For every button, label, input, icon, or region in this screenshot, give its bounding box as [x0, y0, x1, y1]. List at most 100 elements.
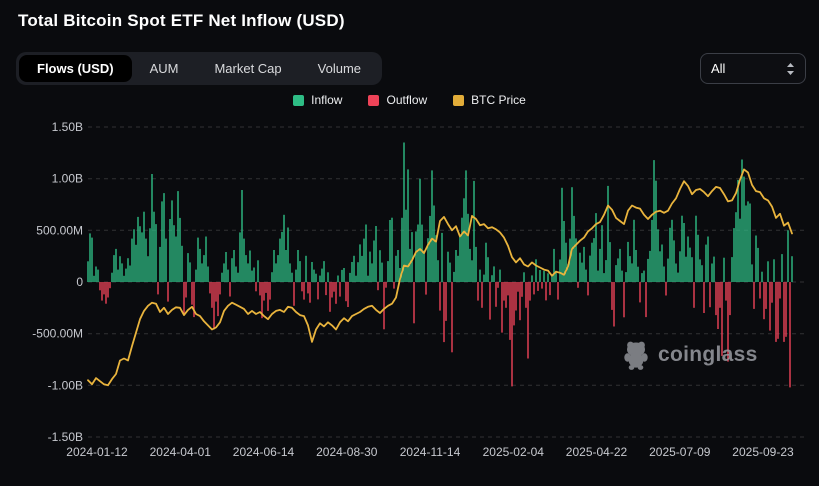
inflow-bar[interactable]: [685, 256, 687, 282]
inflow-bar[interactable]: [281, 231, 283, 282]
inflow-bar[interactable]: [225, 252, 227, 282]
inflow-bar[interactable]: [465, 170, 467, 282]
inflow-bar[interactable]: [593, 238, 595, 282]
inflow-bar[interactable]: [351, 262, 353, 282]
inflow-bar[interactable]: [485, 242, 487, 282]
outflow-bar[interactable]: [623, 282, 625, 318]
outflow-bar[interactable]: [545, 282, 547, 301]
inflow-bar[interactable]: [355, 275, 357, 282]
outflow-bar[interactable]: [727, 282, 729, 362]
outflow-bar[interactable]: [439, 282, 441, 311]
chart-area[interactable]: 1.50B 1.00B 500.00M 0 -500.00M -1.00B -1.50B 20…: [0, 112, 819, 486]
inflow-bar[interactable]: [95, 266, 97, 283]
inflow-bar[interactable]: [115, 248, 117, 282]
inflow-bar[interactable]: [605, 260, 607, 282]
outflow-bar[interactable]: [265, 282, 267, 293]
outflow-bar[interactable]: [317, 282, 319, 300]
inflow-bar[interactable]: [421, 224, 423, 282]
inflow-bar[interactable]: [305, 255, 307, 282]
inflow-bar[interactable]: [205, 236, 207, 283]
inflow-bar[interactable]: [599, 248, 601, 282]
inflow-bar[interactable]: [273, 250, 275, 282]
outflow-bar[interactable]: [503, 282, 505, 301]
inflow-bar[interactable]: [423, 250, 425, 283]
inflow-bar[interactable]: [565, 242, 567, 282]
outflow-bar[interactable]: [501, 282, 503, 333]
inflow-bar[interactable]: [97, 269, 99, 282]
inflow-bar[interactable]: [165, 238, 167, 282]
inflow-bar[interactable]: [595, 213, 597, 282]
inflow-bar[interactable]: [585, 269, 587, 282]
inflow-bar[interactable]: [705, 244, 707, 282]
inflow-bar[interactable]: [539, 270, 541, 282]
outflow-bar[interactable]: [191, 282, 193, 305]
inflow-bar[interactable]: [563, 221, 565, 282]
inflow-bar[interactable]: [749, 203, 751, 283]
inflow-bar[interactable]: [671, 219, 673, 282]
inflow-bar[interactable]: [247, 263, 249, 282]
outflow-bar[interactable]: [709, 282, 711, 308]
outflow-bar[interactable]: [771, 282, 773, 303]
outflow-bar[interactable]: [783, 282, 785, 342]
inflow-bar[interactable]: [279, 238, 281, 282]
range-select[interactable]: All: [700, 53, 806, 84]
inflow-bar[interactable]: [523, 272, 525, 282]
inflow-bar[interactable]: [159, 246, 161, 282]
inflow-bar[interactable]: [575, 238, 577, 282]
inflow-bar[interactable]: [781, 254, 783, 282]
inflow-bar[interactable]: [235, 266, 237, 283]
inflow-bar[interactable]: [343, 268, 345, 282]
inflow-bar[interactable]: [543, 270, 545, 282]
inflow-bar[interactable]: [311, 262, 313, 282]
inflow-bar[interactable]: [313, 269, 315, 282]
inflow-bar[interactable]: [741, 159, 743, 283]
inflow-bar[interactable]: [389, 220, 391, 282]
outflow-bar[interactable]: [505, 282, 507, 308]
tab-flows-usd[interactable]: Flows (USD): [19, 55, 132, 82]
inflow-bar[interactable]: [747, 201, 749, 282]
inflow-bar[interactable]: [277, 255, 279, 282]
inflow-bar[interactable]: [369, 251, 371, 282]
flows-chart-svg[interactable]: 1.50B1.00B500.00M0-500.00M-1.00B-1.50B20…: [0, 112, 819, 486]
inflow-bar[interactable]: [295, 269, 297, 282]
outflow-bar[interactable]: [495, 282, 497, 307]
outflow-bar[interactable]: [481, 282, 483, 308]
inflow-bar[interactable]: [631, 263, 633, 282]
inflow-bar[interactable]: [459, 235, 461, 283]
inflow-bar[interactable]: [415, 231, 417, 282]
inflow-bar[interactable]: [583, 246, 585, 282]
outflow-bar[interactable]: [303, 282, 305, 300]
inflow-bar[interactable]: [745, 205, 747, 283]
outflow-bar[interactable]: [185, 282, 187, 298]
outflow-bar[interactable]: [549, 282, 551, 296]
outflow-bar[interactable]: [759, 282, 761, 299]
outflow-bar[interactable]: [725, 282, 727, 301]
outflow-bar[interactable]: [497, 282, 499, 288]
outflow-bar[interactable]: [613, 282, 615, 327]
outflow-bar[interactable]: [639, 282, 641, 303]
inflow-bar[interactable]: [233, 250, 235, 282]
outflow-bar[interactable]: [703, 282, 705, 313]
inflow-bar[interactable]: [283, 214, 285, 282]
inflow-bar[interactable]: [647, 258, 649, 282]
outflow-bar[interactable]: [229, 282, 231, 297]
inflow-bar[interactable]: [475, 246, 477, 282]
inflow-bar[interactable]: [681, 215, 683, 282]
outflow-bar[interactable]: [255, 282, 257, 292]
inflow-bar[interactable]: [361, 255, 363, 282]
inflow-bar[interactable]: [487, 257, 489, 282]
outflow-bar[interactable]: [331, 282, 333, 298]
outflow-bar[interactable]: [157, 282, 159, 295]
inflow-bar[interactable]: [731, 257, 733, 282]
inflow-bar[interactable]: [113, 255, 115, 282]
inflow-bar[interactable]: [677, 272, 679, 282]
legend-item-inflow[interactable]: Inflow: [293, 93, 342, 107]
outflow-bar[interactable]: [645, 282, 647, 318]
inflow-bar[interactable]: [237, 272, 239, 282]
outflow-bar[interactable]: [219, 282, 221, 295]
outflow-bar[interactable]: [519, 282, 521, 321]
outflow-bar[interactable]: [333, 282, 335, 292]
inflow-bar[interactable]: [473, 180, 475, 282]
inflow-bar[interactable]: [239, 232, 241, 282]
inflow-bar[interactable]: [457, 255, 459, 282]
